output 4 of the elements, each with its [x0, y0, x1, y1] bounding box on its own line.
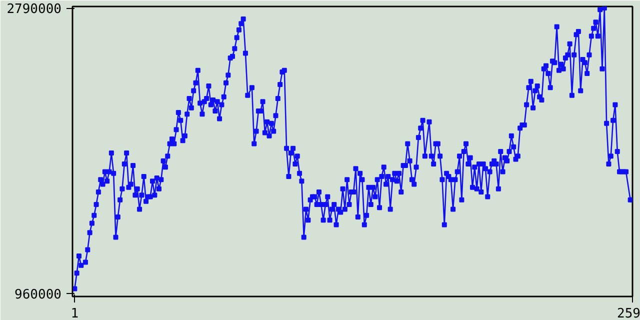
y-tick-label: 960000	[14, 287, 62, 302]
x-tick-label: 1	[70, 306, 79, 320]
y-tick-label: 2790000	[6, 2, 62, 18]
x-tick-label: 259	[617, 306, 640, 320]
